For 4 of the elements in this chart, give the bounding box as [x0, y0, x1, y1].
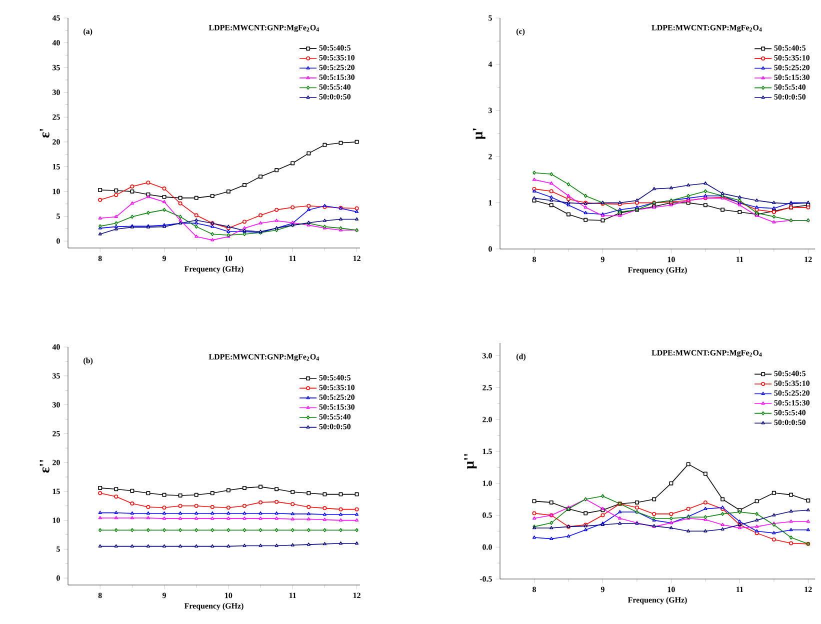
y-axis-title: μ': [472, 128, 486, 140]
y-axis-title: ε'': [40, 460, 50, 473]
y-axis-title: μ'': [464, 454, 477, 469]
y-axis-title: ε': [40, 129, 50, 138]
